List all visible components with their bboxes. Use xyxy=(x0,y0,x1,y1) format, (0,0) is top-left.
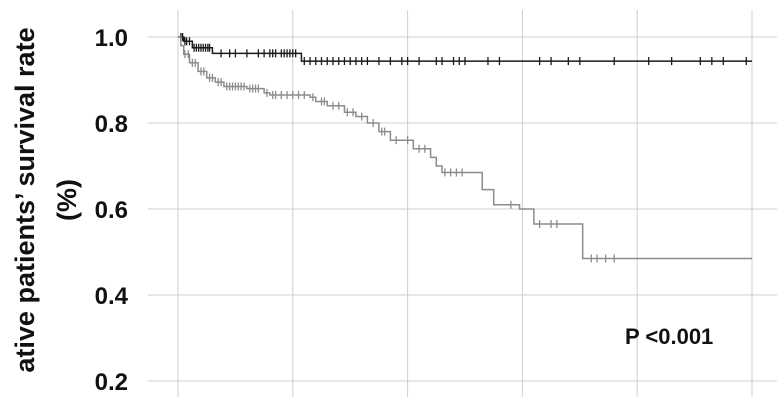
p-value-annotation: P <0.001 xyxy=(625,324,713,349)
y-tick-labels: 0.2 0.4 0.6 0.8 1.0 xyxy=(95,25,129,396)
y-tick-label: 0.8 xyxy=(95,111,128,138)
survival-curve-2 xyxy=(178,36,752,260)
survival-curve-1 xyxy=(178,36,752,62)
grid xyxy=(148,10,777,397)
y-axis-label: ative patients’ survival rate xyxy=(10,27,40,372)
y-tick-label: 0.2 xyxy=(95,369,128,396)
survival-curves xyxy=(178,33,752,263)
y-axis-label-unit: (%) xyxy=(52,179,82,221)
y-tick-label: 0.6 xyxy=(95,197,128,224)
y-tick-label: 1.0 xyxy=(95,25,128,52)
y-tick-label: 0.4 xyxy=(95,283,129,310)
